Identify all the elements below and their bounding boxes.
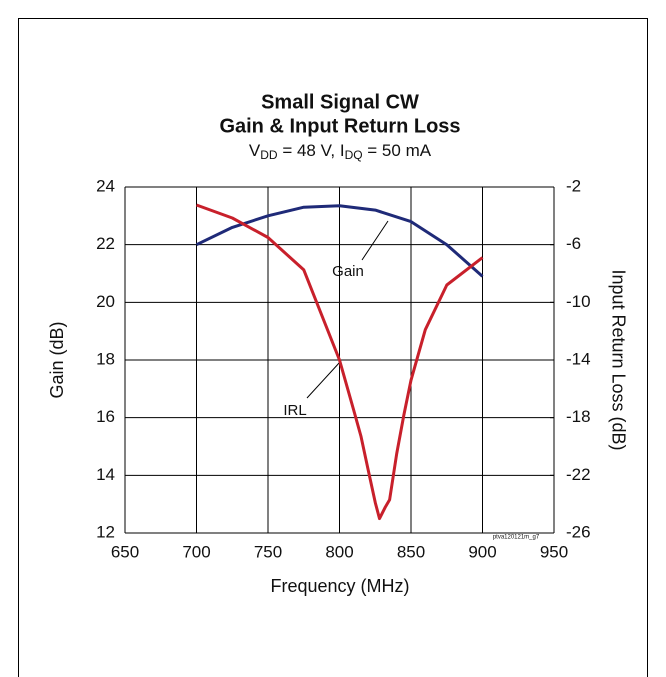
chart-title: Gain & Input Return Loss	[219, 115, 460, 137]
frame	[18, 18, 648, 677]
leader-line	[361, 220, 389, 261]
x-tick-label: 750	[254, 542, 282, 561]
x-tick-label: 700	[182, 542, 210, 561]
y-axis-label: Gain (dB)	[47, 321, 67, 398]
chart-subtitle: VDD = 48 V, IDQ = 50 mA	[249, 141, 432, 162]
y2-tick-label: -14	[566, 349, 591, 368]
annotation: IRL	[283, 402, 306, 419]
x-tick-label: 850	[397, 542, 425, 561]
y2-tick-label: -18	[566, 407, 591, 426]
y-tick-label: 24	[96, 176, 115, 195]
annotation: Gain	[332, 263, 364, 280]
x-axis-label: Frequency (MHz)	[270, 576, 409, 596]
leader-line	[306, 361, 341, 399]
chart-title: Small Signal CW	[261, 91, 419, 113]
y-tick-label: 20	[96, 292, 115, 311]
footnote: ptva120121m_g7	[493, 535, 540, 541]
y2-tick-label: -22	[566, 465, 591, 484]
y2-tick-label: -6	[566, 234, 581, 253]
y2-tick-label: -26	[566, 522, 591, 541]
y2-tick-label: -2	[566, 176, 581, 195]
y2-tick-label: -10	[566, 292, 591, 311]
y-tick-label: 16	[96, 407, 115, 426]
y-tick-label: 18	[96, 349, 115, 368]
x-tick-label: 900	[468, 542, 496, 561]
x-tick-label: 800	[325, 542, 353, 561]
series-line	[195, 203, 484, 521]
y-tick-label: 22	[96, 234, 115, 253]
x-tick-label: 650	[111, 542, 139, 561]
y-tick-label: 14	[96, 465, 115, 484]
y-tick-label: 12	[96, 522, 115, 541]
x-tick-label: 950	[540, 542, 568, 561]
y2-axis-label: Input Return Loss (dB)	[608, 269, 628, 450]
